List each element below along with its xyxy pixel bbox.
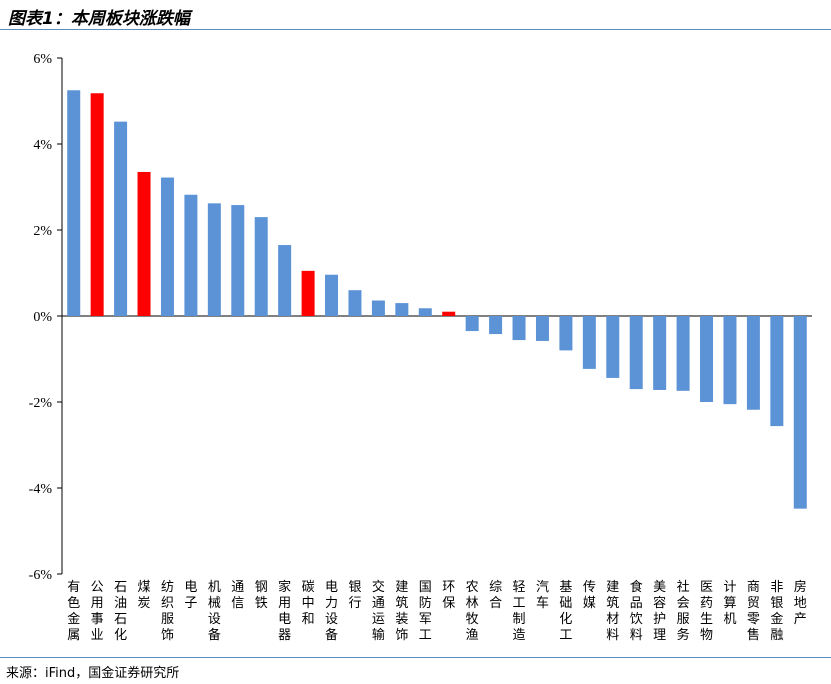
bar-有色金属 [67, 90, 81, 316]
x-category-label: 钢铁 [255, 580, 268, 611]
title-bar: 图表1：本周板块涨跌幅 [0, 0, 831, 30]
x-category-label: 煤炭 [138, 580, 151, 611]
bar-传媒 [582, 316, 596, 369]
x-category-label: 建筑装饰 [395, 580, 408, 643]
x-category-label: 商贸零售 [747, 580, 760, 643]
chart-title: 图表1：本周板块涨跌幅 [8, 9, 190, 29]
bar-煤炭 [137, 171, 151, 316]
bar-非银金融 [770, 316, 784, 427]
bar-环保 [442, 311, 456, 316]
bar-建筑装饰 [395, 303, 409, 316]
x-category-label: 社会服务 [677, 579, 690, 643]
bar-国防军工 [418, 308, 432, 316]
x-category-label: 电子 [184, 580, 197, 611]
x-category-label: 公用事业 [91, 580, 104, 643]
y-tick-label: -2% [29, 396, 53, 411]
bar-石油石化 [114, 121, 128, 316]
x-category-label: 非银金融 [770, 580, 783, 643]
bar-家用电器 [278, 245, 292, 316]
x-category-label: 交通运输 [372, 579, 385, 643]
bar-社会服务 [676, 316, 690, 391]
x-category-label: 机械设备 [208, 580, 221, 643]
x-category-label: 银行 [348, 580, 361, 611]
title-divider [0, 29, 831, 30]
bar-交通运输 [371, 300, 385, 316]
x-axis-labels: 有色金属公用事业石油石化煤炭纺织服饰电子机械设备通信钢铁家用电器碳中和电力设备银… [67, 579, 807, 643]
bar-通信 [231, 205, 245, 316]
y-axis: 6% 4% 2% 0% -2% -4% -6% [29, 52, 812, 583]
x-category-label: 石油石化 [114, 580, 127, 643]
x-category-label: 国防军工 [419, 580, 432, 643]
x-category-label: 传媒 [583, 580, 596, 611]
y-tick-label: 2% [33, 224, 52, 239]
source-divider [0, 657, 831, 658]
x-category-label: 环保 [442, 580, 455, 611]
bar-房地产 [793, 316, 807, 509]
bar-商贸零售 [746, 316, 760, 410]
bar-医药生物 [700, 316, 714, 402]
x-category-label: 医药生物 [700, 580, 713, 643]
bar-基础化工 [559, 316, 573, 351]
y-tick-label: 0% [33, 310, 52, 325]
bars [67, 90, 807, 509]
x-category-label: 基础化工 [559, 580, 572, 643]
x-category-label: 房地产 [794, 579, 807, 627]
x-category-label: 家用电器 [278, 579, 291, 643]
x-category-label: 碳中和 [302, 580, 315, 627]
bar-轻工制造 [512, 316, 526, 341]
bar-钢铁 [254, 217, 268, 316]
bar-美容护理 [653, 316, 667, 390]
y-tick-label: 6% [33, 52, 52, 67]
x-category-label: 轻工制造 [513, 580, 526, 643]
bar-电子 [184, 194, 198, 316]
x-category-label: 农林牧渔 [466, 580, 479, 643]
bar-银行 [348, 290, 362, 316]
x-category-label: 汽车 [536, 580, 549, 611]
x-category-label: 计算机 [723, 580, 736, 627]
bar-机械设备 [207, 203, 221, 316]
bar-纺织服饰 [160, 177, 174, 316]
bar-碳中和 [301, 270, 315, 316]
bar-公用事业 [90, 93, 104, 316]
y-tick-label: -4% [29, 482, 53, 497]
y-tick-label: 4% [33, 138, 52, 153]
bar-汽车 [535, 316, 549, 341]
bar-电力设备 [325, 274, 339, 316]
bar-农林牧渔 [465, 316, 479, 332]
bar-chart: 6% 4% 2% 0% -2% -4% -6% 有色金属公用事业石油石化煤炭纺织服饰电子机械… [29, 52, 812, 643]
y-tick-label: -6% [29, 568, 53, 583]
x-category-label: 食品饮料 [630, 579, 643, 643]
x-category-label: 综合 [489, 580, 502, 611]
x-category-label: 通信 [231, 580, 244, 611]
x-category-label: 电力设备 [325, 580, 338, 643]
bar-建筑材料 [606, 316, 620, 378]
x-category-label: 纺织服饰 [161, 580, 174, 643]
x-category-label: 建筑材料 [606, 580, 619, 643]
bar-食品饮料 [629, 316, 643, 390]
bar-综合 [489, 316, 503, 335]
x-category-label: 有色金属 [67, 580, 80, 643]
bar-计算机 [723, 316, 737, 405]
x-category-label: 美容护理 [653, 580, 666, 643]
source-note: 来源：iFind，国金证券研究所 [6, 666, 180, 681]
